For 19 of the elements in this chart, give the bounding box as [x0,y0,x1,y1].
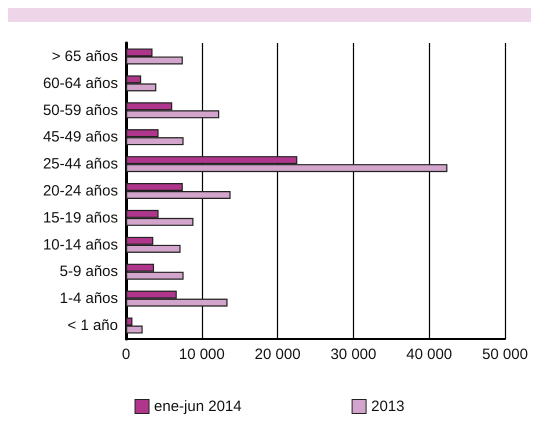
y-tick-label: 60-64 años [42,74,118,92]
legend-label: 2013 [371,398,404,415]
x-tick-label: 10 000 [178,346,225,363]
y-tick-label: 10-14 años [42,236,118,254]
x-tick-label: 0 [122,346,130,363]
y-tick-label: 45-49 años [42,128,118,146]
legend-label: ene-jun 2014 [154,398,242,415]
y-tick-label: < 1 año [68,317,118,334]
x-tick-label: 50 000 [482,346,528,363]
y-tick-label: 15-19 años [42,209,118,226]
x-tick-label: 40 000 [406,346,452,363]
x-tick-label: 30 000 [330,346,376,363]
y-tick-label: 20-24 años [42,182,118,200]
x-tick-label: 20 000 [254,346,301,363]
y-tick-label: 25-44 años [42,156,118,173]
y-tick-label: > 65 años [52,48,118,65]
y-tick-label: 1-4 años [60,290,118,308]
y-tick-label: 5-9 años [60,263,118,280]
y-tick-label: 50-59 años [42,102,118,119]
